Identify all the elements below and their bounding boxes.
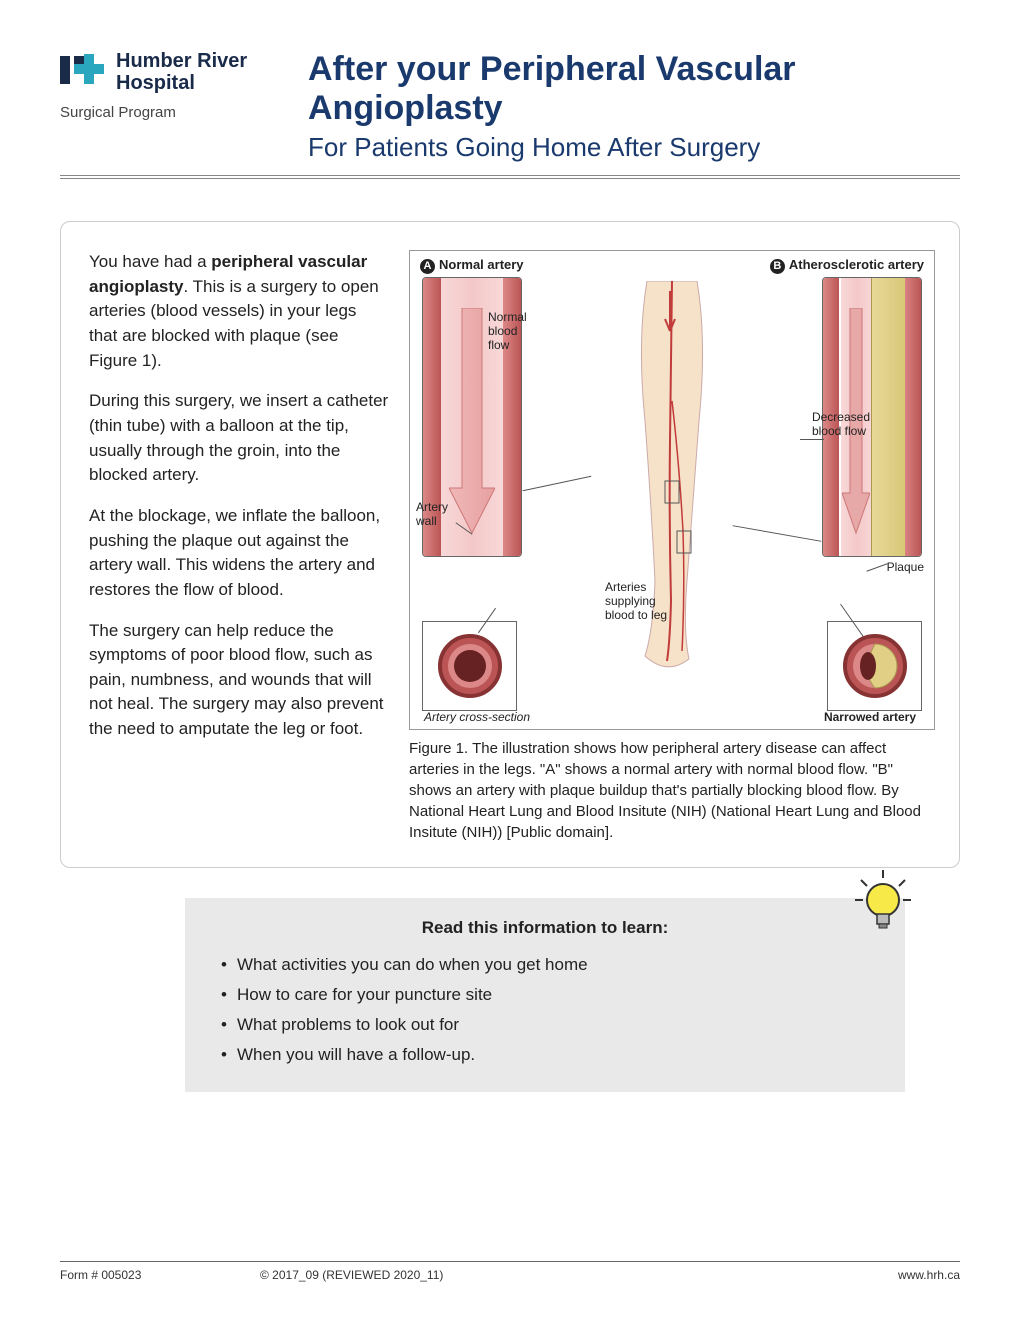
label-b-text: Atherosclerotic artery bbox=[789, 257, 924, 272]
intro-text: You have had a peripheral vascular angio… bbox=[89, 250, 389, 843]
lightbulb-icon bbox=[851, 868, 915, 938]
intro-p1: You have had a peripheral vascular angio… bbox=[89, 250, 389, 373]
info-item: What activities you can do when you get … bbox=[215, 950, 875, 980]
content-box: You have had a peripheral vascular angio… bbox=[60, 221, 960, 868]
title-block: After your Peripheral Vascular Angioplas… bbox=[308, 50, 960, 163]
intro-p1-prefix: You have had a bbox=[89, 252, 211, 271]
normal-flow-label: Normal blood flow bbox=[488, 311, 527, 352]
header: Humber River Hospital Surgical Program A… bbox=[60, 50, 960, 163]
figure-1-diagram: ANormal artery BAtherosclerotic artery N… bbox=[409, 250, 935, 730]
intro-p3: At the blockage, we inflate the balloon,… bbox=[89, 504, 389, 603]
org-name: Humber River Hospital bbox=[116, 50, 247, 94]
intro-p4: The surgery can help reduce the symptoms… bbox=[89, 619, 389, 742]
header-divider bbox=[60, 175, 960, 179]
org-name-line2: Hospital bbox=[116, 72, 195, 94]
intro-p2: During this surgery, we insert a cathete… bbox=[89, 389, 389, 488]
cross-right-label: Narrowed artery bbox=[824, 711, 916, 725]
info-heading: Read this information to learn: bbox=[215, 918, 875, 938]
arteries-supplying-label: Arteries supplying blood to leg bbox=[605, 581, 667, 622]
figure-column: ANormal artery BAtherosclerotic artery N… bbox=[409, 250, 935, 843]
logo-block: Humber River Hospital Surgical Program bbox=[60, 50, 280, 121]
footer-url: www.hrh.ca bbox=[810, 1268, 960, 1282]
org-name-line1: Humber River bbox=[116, 50, 247, 72]
cross-section-narrowed bbox=[827, 621, 922, 711]
label-a-text: Normal artery bbox=[439, 257, 524, 272]
info-item: What problems to look out for bbox=[215, 1010, 875, 1040]
figure-caption: Figure 1. The illustration shows how per… bbox=[409, 738, 935, 843]
footer-form-number: Form # 005023 bbox=[60, 1268, 260, 1282]
cross-left-label: Artery cross-section bbox=[424, 711, 530, 725]
footer-copyright: © 2017_09 (REVIEWED 2020_11) bbox=[260, 1268, 810, 1282]
page-title: After your Peripheral Vascular Angioplas… bbox=[308, 50, 960, 128]
info-callout: Read this information to learn: What act… bbox=[185, 898, 905, 1092]
info-item: When you will have a follow-up. bbox=[215, 1040, 875, 1070]
decreased-flow-label: Decreased blood flow bbox=[812, 411, 870, 439]
subprogram-label: Surgical Program bbox=[60, 104, 280, 121]
diagram-label-a: ANormal artery bbox=[420, 257, 524, 274]
page-subtitle: For Patients Going Home After Surgery bbox=[308, 132, 960, 163]
plaque-label: Plaque bbox=[887, 561, 924, 575]
artery-wall-label: Artery wall bbox=[416, 501, 448, 529]
cross-section-normal bbox=[422, 621, 517, 711]
diagram-label-b: BAtherosclerotic artery bbox=[770, 257, 924, 274]
hospital-logo-icon bbox=[60, 52, 106, 92]
page-footer: Form # 005023 © 2017_09 (REVIEWED 2020_1… bbox=[60, 1261, 960, 1282]
info-item: How to care for your puncture site bbox=[215, 980, 875, 1010]
info-list: What activities you can do when you get … bbox=[215, 950, 875, 1070]
